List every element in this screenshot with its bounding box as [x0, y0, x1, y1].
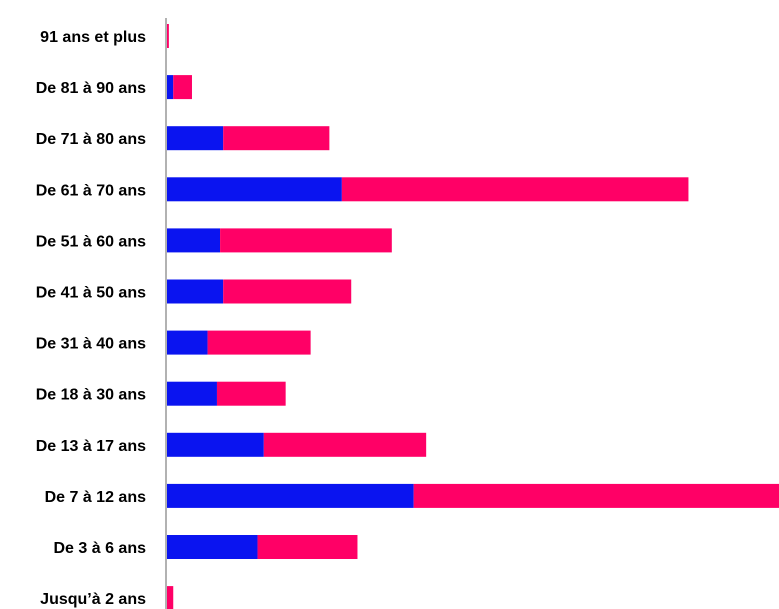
category-label-jusqu-a-2-ans: Jusqu’à 2 ans	[40, 591, 146, 608]
bar-series-2-de-7-a-12-ans	[413, 483, 779, 508]
category-label-de-7-a-12-ans: De 7 à 12 ans	[45, 489, 147, 506]
category-label-91-ans-et-plus: 91 ans et plus	[40, 29, 146, 46]
bar-series-2-de-3-a-6-ans	[257, 535, 358, 559]
category-label-de-71-a-80-ans: De 71 à 80 ans	[36, 131, 146, 148]
bar-series-1-de-61-a-70-ans	[167, 177, 342, 202]
category-label-de-61-a-70-ans: De 61 à 70 ans	[36, 182, 146, 199]
category-label-de-13-a-17-ans: De 13 à 17 ans	[36, 438, 146, 455]
bar-series-1-de-71-a-80-ans	[167, 126, 224, 151]
bar-series-2-de-71-a-80-ans	[223, 126, 330, 151]
bar-series-2-de-18-a-30-ans	[216, 381, 286, 406]
category-label-de-18-a-30-ans: De 18 à 30 ans	[36, 387, 146, 404]
category-label-de-51-a-60-ans: De 51 à 60 ans	[36, 233, 146, 250]
bar-series-2-de-61-a-70-ans	[341, 177, 689, 202]
bar-series-1-de-41-a-50-ans	[167, 279, 224, 304]
bar-series-2-de-51-a-60-ans	[220, 228, 392, 253]
bar-series-2-de-31-a-40-ans	[207, 330, 311, 355]
category-label-de-81-a-90-ans: De 81 à 90 ans	[36, 80, 146, 97]
category-labels-group: 91 ans et plus De 81 à 90 ans De 71 à 80 a…	[36, 29, 146, 608]
bar-series-1-de-81-a-90-ans	[167, 75, 174, 100]
bar-series-1-de-3-a-6-ans	[167, 535, 258, 559]
category-label-de-31-a-40-ans: De 31 à 40 ans	[36, 336, 146, 353]
bars-group	[167, 24, 779, 609]
bar-series-2-de-13-a-17-ans	[263, 432, 427, 457]
bar-series-2-de-41-a-50-ans	[223, 279, 352, 304]
bar-series-1-de-13-a-17-ans	[167, 432, 264, 457]
bar-series-1-de-7-a-12-ans	[167, 483, 414, 508]
category-label-de-41-a-50-ans: De 41 à 50 ans	[36, 285, 146, 302]
bar-series-1-de-18-a-30-ans	[167, 381, 217, 406]
bar-series-1-de-51-a-60-ans	[167, 228, 221, 253]
bar-series-1-de-31-a-40-ans	[167, 330, 208, 355]
bar-series-2-jusqu-a-2-ans	[167, 586, 174, 609]
bar-series-2-de-81-a-90-ans	[173, 75, 192, 100]
bar-series-2-91-ans-et-plus	[167, 24, 169, 48]
category-label-de-3-a-6-ans: De 3 à 6 ans	[54, 540, 147, 557]
